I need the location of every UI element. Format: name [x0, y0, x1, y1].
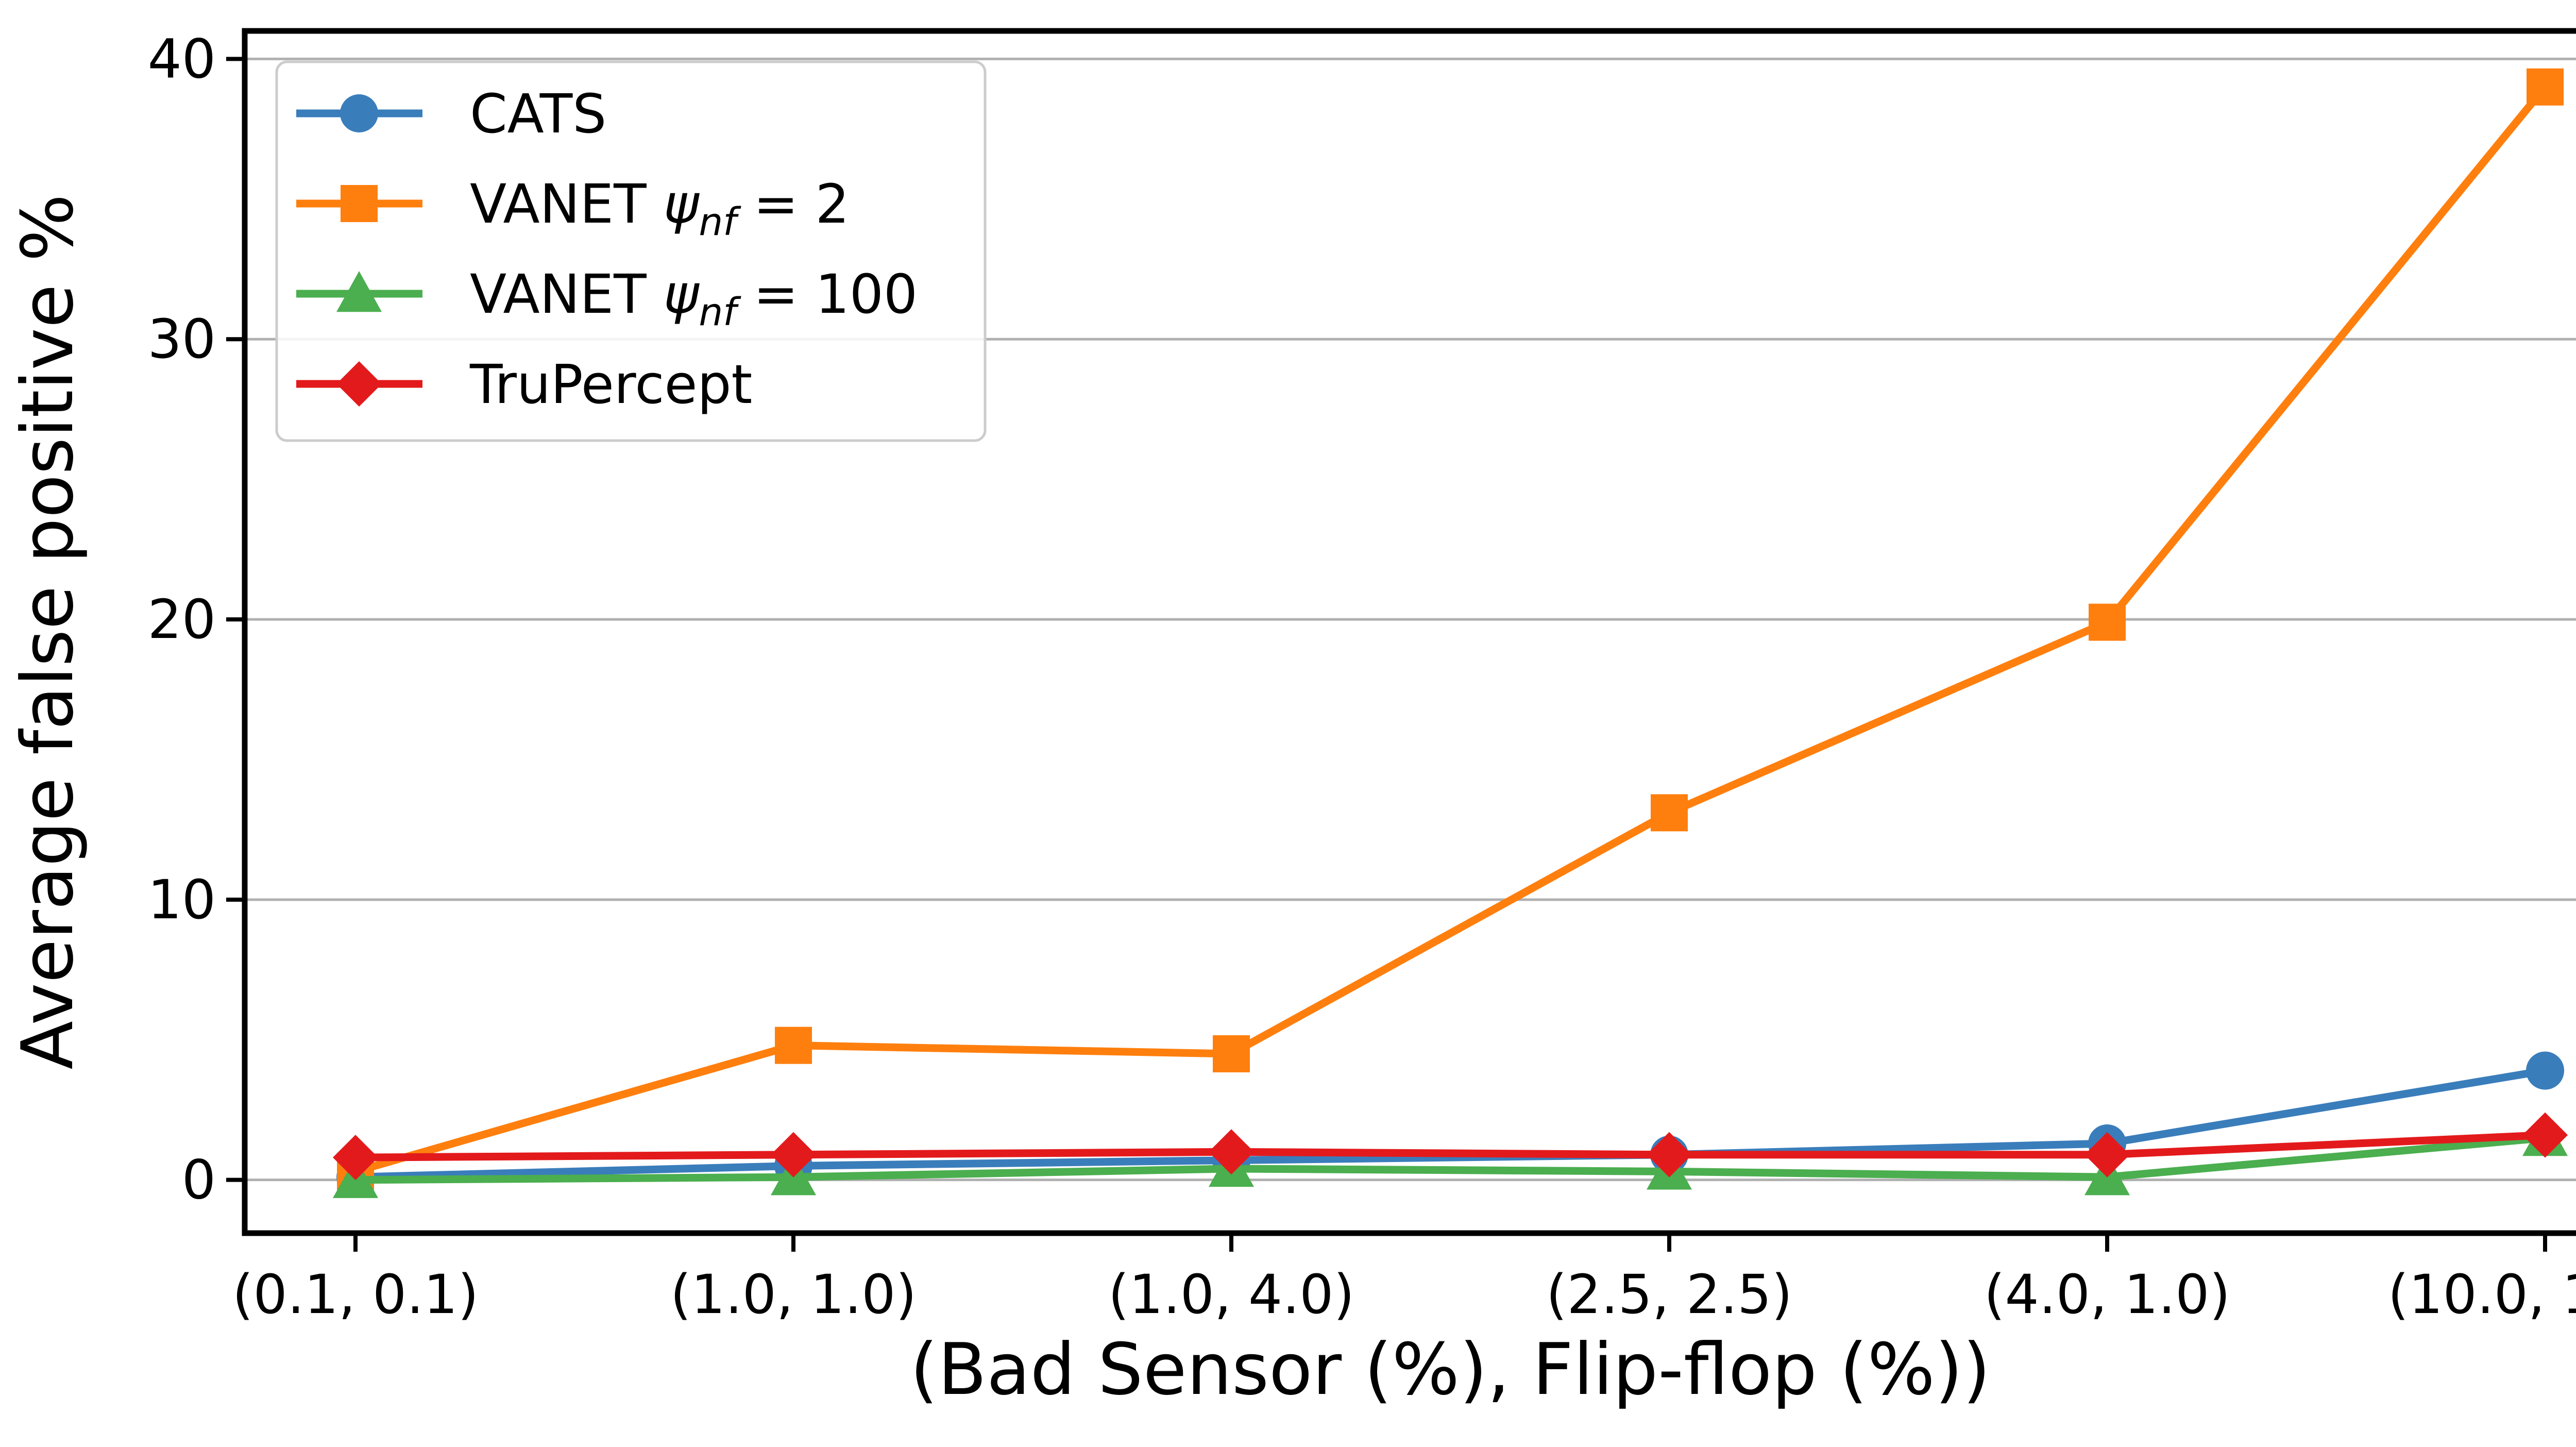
x-tick-label: (1.0, 1.0) [670, 1263, 917, 1326]
data-point [1209, 1129, 1254, 1175]
legend-box [275, 60, 987, 442]
y-tick-label: 20 [148, 588, 216, 651]
x-axis-label: (Bad Sensor (%), Flip-flop (%)) [910, 1328, 1991, 1411]
data-point [2522, 1112, 2568, 1158]
data-point [2089, 603, 2126, 641]
data-point [771, 1132, 816, 1177]
legend-entry: VANET ψnf = 2 [296, 173, 850, 244]
x-tick-label: (1.0, 4.0) [1108, 1263, 1354, 1326]
data-point [2084, 1132, 2130, 1177]
x-tick-label: (0.1, 0.1) [232, 1263, 479, 1326]
series-line [355, 1134, 2546, 1184]
legend-label: VANET ψnf = 100 [470, 263, 918, 334]
series-group [333, 68, 2568, 1198]
legend-entry: VANET ψnf = 100 [296, 263, 918, 334]
series-line [355, 1131, 2546, 1162]
data-point [2526, 1051, 2564, 1090]
data-point [1213, 1035, 1250, 1072]
data-point [1651, 794, 1688, 832]
y-tick-label: 40 [148, 27, 216, 90]
data-point [333, 1135, 378, 1181]
legend-label: TruPercept [469, 353, 752, 416]
series-line [354, 85, 2548, 1175]
legend-entry: TruPercept [296, 353, 752, 416]
legend-entry: CATS [296, 82, 606, 145]
legend-label: VANET ψnf = 2 [470, 173, 850, 244]
x-tick-label: (4.0, 1.0) [1984, 1263, 2230, 1326]
legend-marker [336, 361, 382, 407]
x-tick-label: (10.0, 10.0) [2388, 1263, 2576, 1326]
plot-frame [242, 28, 2576, 1236]
x-axis: (0.1, 0.1) (1.0, 1.0) (1.0, 4.0) (2.5, 2.5)… [232, 1233, 2576, 1326]
y-tick-label: 30 [148, 308, 216, 371]
legend: CATS VANET ψnf = 2 VANET ψnf = 100 TruPerce… [275, 60, 987, 442]
y-axis: 0 10 20 30 40 [148, 27, 245, 1212]
x-tick-label: (2.5, 2.5) [1546, 1263, 1792, 1326]
legend-marker [341, 185, 378, 222]
y-tick-label: 10 [148, 868, 216, 931]
series-diamond [333, 1112, 2568, 1181]
series-square [337, 68, 2564, 1190]
data-point [1647, 1132, 1692, 1177]
data-point [2527, 68, 2564, 106]
legend-label: CATS [470, 82, 606, 145]
legend-marker [340, 94, 378, 132]
legend-marker [336, 271, 382, 312]
y-axis-label: Average false positive % [6, 194, 89, 1070]
data-point [775, 1027, 812, 1064]
y-tick-label: 0 [182, 1149, 216, 1212]
series-line [355, 1067, 2546, 1181]
